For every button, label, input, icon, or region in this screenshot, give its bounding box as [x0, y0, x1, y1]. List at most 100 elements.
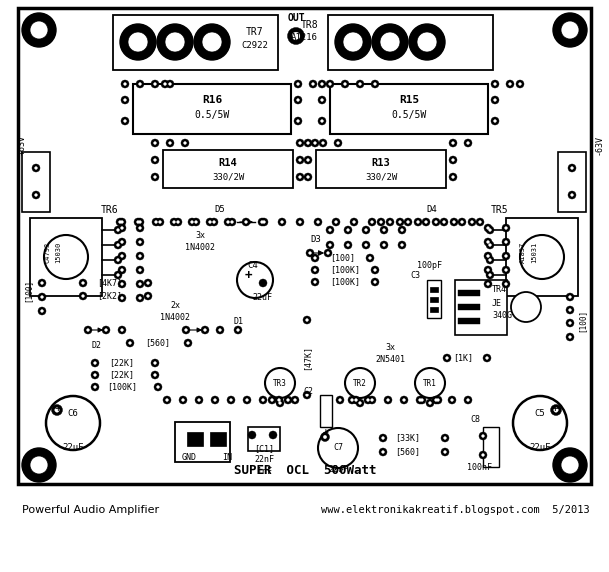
- Circle shape: [121, 297, 124, 299]
- Circle shape: [157, 24, 193, 60]
- Circle shape: [262, 399, 264, 402]
- Circle shape: [303, 391, 311, 399]
- Circle shape: [117, 244, 119, 247]
- Circle shape: [30, 456, 48, 474]
- Circle shape: [219, 329, 222, 331]
- Text: +: +: [323, 427, 329, 437]
- Circle shape: [79, 279, 87, 287]
- Circle shape: [368, 218, 376, 226]
- Circle shape: [371, 399, 373, 402]
- Text: OUT: OUT: [287, 13, 305, 23]
- Text: D1: D1: [233, 317, 243, 327]
- Circle shape: [296, 218, 304, 226]
- Circle shape: [165, 32, 185, 52]
- Circle shape: [337, 142, 339, 144]
- Circle shape: [511, 292, 541, 322]
- Circle shape: [294, 96, 302, 104]
- Bar: [558, 152, 586, 212]
- Circle shape: [209, 221, 211, 224]
- Circle shape: [452, 176, 454, 178]
- Circle shape: [452, 142, 454, 144]
- Circle shape: [166, 399, 168, 402]
- Circle shape: [426, 399, 434, 407]
- Text: [4K7]: [4K7]: [97, 279, 122, 288]
- Circle shape: [118, 224, 126, 232]
- Circle shape: [139, 269, 141, 271]
- Circle shape: [372, 24, 408, 60]
- Circle shape: [374, 281, 376, 283]
- Circle shape: [118, 252, 126, 260]
- Circle shape: [424, 221, 428, 224]
- Text: R13: R13: [371, 158, 390, 168]
- Circle shape: [382, 436, 384, 439]
- Circle shape: [139, 283, 141, 285]
- Circle shape: [314, 257, 316, 259]
- Circle shape: [566, 333, 574, 341]
- Text: +: +: [244, 268, 252, 281]
- Text: C2: C2: [303, 387, 313, 396]
- Circle shape: [520, 235, 564, 279]
- Text: 15030: 15030: [55, 241, 61, 263]
- Circle shape: [432, 218, 440, 226]
- Text: 330/2W: 330/2W: [212, 173, 244, 181]
- Circle shape: [179, 396, 187, 404]
- Text: C8: C8: [470, 415, 480, 424]
- Circle shape: [443, 451, 446, 454]
- Circle shape: [421, 399, 423, 402]
- Circle shape: [188, 218, 196, 226]
- Circle shape: [136, 80, 144, 88]
- Bar: [248, 427, 280, 451]
- Circle shape: [151, 156, 159, 164]
- Circle shape: [163, 396, 171, 404]
- Text: D5: D5: [214, 205, 225, 214]
- Circle shape: [471, 221, 473, 224]
- Text: C5: C5: [535, 408, 546, 418]
- Circle shape: [136, 294, 144, 302]
- Circle shape: [136, 224, 144, 232]
- Circle shape: [403, 399, 406, 402]
- Circle shape: [382, 451, 384, 454]
- Circle shape: [486, 226, 494, 234]
- Circle shape: [339, 399, 342, 402]
- Circle shape: [380, 32, 400, 52]
- Circle shape: [284, 396, 292, 404]
- Text: [47K]: [47K]: [303, 345, 311, 371]
- Circle shape: [248, 431, 256, 439]
- Circle shape: [317, 221, 319, 224]
- Circle shape: [82, 295, 85, 297]
- Circle shape: [136, 238, 144, 246]
- Circle shape: [326, 226, 334, 234]
- Circle shape: [505, 241, 507, 243]
- Circle shape: [566, 293, 574, 301]
- Circle shape: [332, 218, 340, 226]
- Circle shape: [506, 80, 514, 88]
- Circle shape: [116, 218, 124, 226]
- Circle shape: [114, 226, 122, 234]
- Circle shape: [350, 218, 358, 226]
- Circle shape: [278, 399, 280, 402]
- Circle shape: [371, 221, 373, 224]
- Circle shape: [79, 292, 87, 300]
- Text: TR7: TR7: [246, 27, 264, 37]
- Circle shape: [366, 254, 374, 262]
- Circle shape: [379, 434, 387, 442]
- Circle shape: [318, 96, 326, 104]
- Circle shape: [502, 280, 510, 288]
- Circle shape: [386, 218, 394, 226]
- Circle shape: [368, 396, 376, 404]
- Circle shape: [399, 221, 401, 224]
- Circle shape: [41, 309, 43, 312]
- Circle shape: [571, 194, 574, 196]
- Circle shape: [488, 259, 491, 261]
- Circle shape: [371, 80, 379, 88]
- Circle shape: [118, 238, 126, 246]
- Text: D3: D3: [310, 236, 321, 244]
- Circle shape: [182, 326, 190, 334]
- Circle shape: [265, 368, 295, 398]
- Circle shape: [417, 32, 437, 52]
- Bar: [18, 8, 591, 484]
- Circle shape: [206, 218, 214, 226]
- Circle shape: [314, 269, 316, 271]
- Circle shape: [294, 117, 302, 125]
- Circle shape: [151, 359, 159, 367]
